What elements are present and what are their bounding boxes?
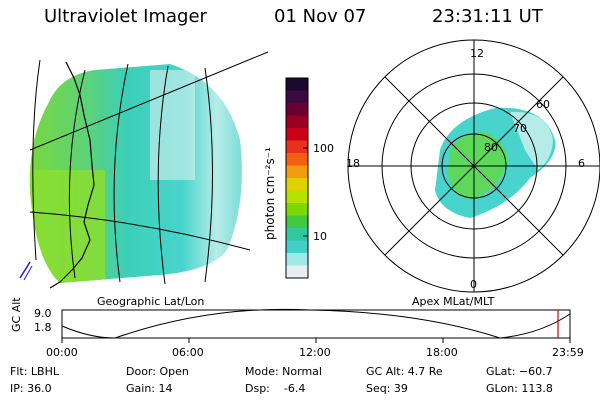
status-glon: GLon: 113.8 — [486, 382, 553, 395]
colorbar-segment — [286, 165, 308, 179]
status-filter: Flt: LBHL — [10, 365, 59, 378]
status-glat: GLat: −60.7 — [486, 365, 553, 378]
colorbar-segment — [286, 178, 308, 191]
mlt-label-6: 6 — [578, 157, 585, 170]
altitude-xtick: 00:00 — [46, 346, 78, 359]
polar-caption: Apex MLat/MLT — [412, 295, 495, 308]
status-dsp: Dsp: -6.4 — [245, 382, 306, 395]
colorbar-segment — [286, 253, 308, 266]
colorbar-segment — [286, 190, 308, 204]
date-label: 01 Nov 07 — [274, 6, 367, 27]
altitude-ylabel: GC Alt — [10, 297, 23, 332]
status-door: Door: Open — [126, 365, 189, 378]
altitude-ytick-max: 9.0 — [34, 307, 52, 320]
colorbar-segment — [286, 140, 308, 154]
colorbar-segment — [286, 78, 308, 91]
instrument-title: Ultraviolet Imager — [44, 6, 207, 27]
altitude-xtick: 12:00 — [299, 346, 331, 359]
colorbar-segment — [286, 215, 308, 229]
time-label: 23:31:11 UT — [432, 6, 543, 27]
altitude-xtick: 18:00 — [426, 346, 458, 359]
geographic-caption: Geographic Lat/Lon — [97, 295, 205, 308]
mlat-label-60: 60 — [536, 98, 550, 111]
mlt-label-12: 12 — [470, 47, 484, 60]
status-seq: Seq: 39 — [366, 382, 408, 395]
colorbar-segment — [286, 203, 308, 216]
status-mode: Mode: Normal — [245, 365, 322, 378]
mlt-label-18: 18 — [346, 157, 360, 170]
status-gc-alt: GC Alt: 4.7 Re — [366, 365, 443, 378]
status-gain: Gain: 14 — [126, 382, 173, 395]
colorbar-segment — [286, 265, 308, 279]
altitude-xtick: 06:00 — [172, 346, 204, 359]
colorbar-tick-100: 100 — [313, 142, 334, 155]
colorbar-tick-10: 10 — [313, 230, 327, 243]
colorbar-segment — [286, 240, 308, 254]
colorbar-segment — [286, 153, 308, 166]
colorbar-segment — [286, 90, 308, 104]
colorbar-segment — [286, 115, 308, 129]
mlat-label-70: 70 — [513, 122, 527, 135]
colorbar-segment — [286, 228, 308, 241]
status-ip: IP: 36.0 — [10, 382, 52, 395]
altitude-ytick-min: 1.8 — [34, 321, 52, 334]
mlt-label-0: 0 — [470, 278, 477, 291]
mlat-label-80: 80 — [484, 141, 498, 154]
colorbar-segment — [286, 128, 308, 141]
altitude-xtick: 23:59 — [552, 346, 584, 359]
colorbar-segment — [286, 103, 308, 116]
